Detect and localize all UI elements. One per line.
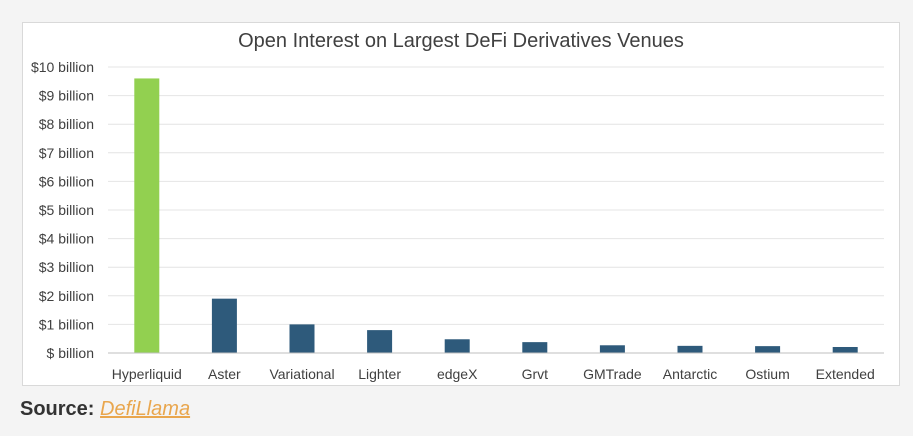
bar-edgex [444, 339, 470, 353]
x-category-label: Aster [208, 366, 241, 382]
y-axis-ticks: $ billion $1 billion $2 billion $3 billion $… [31, 59, 94, 361]
y-tick-label: $7 billion [39, 145, 94, 161]
bar-antarctic [677, 345, 703, 353]
x-category-label: Variational [269, 366, 334, 382]
y-tick-label: $6 billion [39, 173, 94, 189]
bar-ostium [755, 346, 781, 353]
bar-gmtrade [599, 345, 625, 353]
x-category-label: Grvt [522, 366, 549, 382]
y-tick-label: $2 billion [39, 288, 94, 304]
x-category-label: Antarctic [663, 366, 717, 382]
bar-chart: $ billion $1 billion $2 billion $3 billion $… [31, 59, 884, 382]
source-label: Source: [20, 398, 95, 420]
bar-extended [832, 346, 858, 353]
bar-hyperliquid [134, 78, 160, 353]
chart-title: Open Interest on Largest DeFi Derivative… [238, 30, 684, 52]
y-tick-label: $9 billion [39, 88, 94, 104]
y-tick-label: $4 billion [39, 231, 94, 247]
bars [134, 78, 858, 353]
x-category-label: Extended [816, 366, 875, 382]
gridlines [108, 66, 884, 325]
x-category-label: Ostium [745, 366, 789, 382]
y-tick-label: $8 billion [39, 116, 94, 132]
x-category-label: GMTrade [583, 366, 642, 382]
chart-frame [22, 22, 900, 386]
source-line: Source: DefiLlama [20, 398, 190, 421]
y-tick-label: $3 billion [39, 259, 94, 275]
x-category-label: Hyperliquid [112, 366, 182, 382]
y-tick-label: $5 billion [39, 202, 94, 218]
bar-aster [211, 298, 237, 353]
bar-lighter [367, 330, 393, 353]
x-category-label: edgeX [437, 366, 478, 382]
x-category-label: Lighter [358, 366, 401, 382]
source-link[interactable]: DefiLlama [100, 398, 191, 420]
y-tick-label: $ billion [47, 345, 94, 361]
y-tick-label: $1 billion [39, 316, 94, 332]
y-tick-label: $10 billion [31, 59, 94, 75]
bar-variational [289, 324, 315, 353]
x-axis-labels: Hyperliquid Aster Variational Lighter edgeX G… [112, 366, 875, 382]
bar-grvt [522, 342, 548, 353]
